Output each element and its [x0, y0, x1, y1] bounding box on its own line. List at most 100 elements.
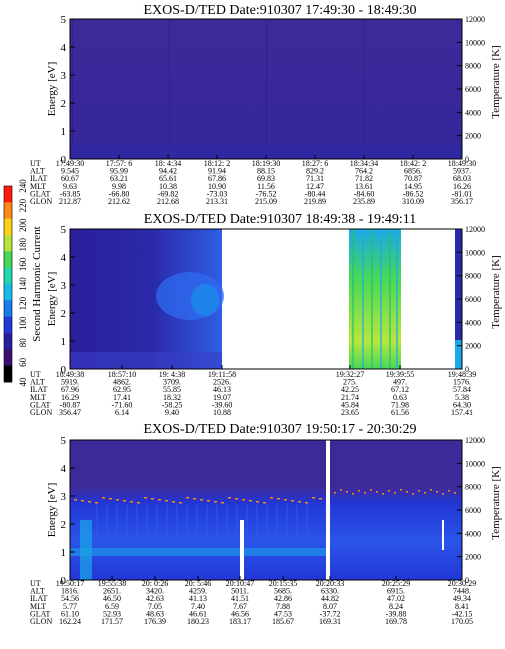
- ephemeris-value: 176.39: [144, 617, 166, 626]
- boundary-dot: [165, 500, 168, 502]
- ephemeris-value: -42.15: [452, 609, 473, 618]
- ephemeris-value: 20:10:47: [226, 579, 254, 588]
- ephemeris-value: 17:57: 6: [106, 159, 132, 168]
- colorbar-swatch: [4, 300, 12, 318]
- ytick-label: 0: [61, 575, 67, 587]
- spectral-streak: [256, 505, 258, 545]
- ephemeris-row-label: MLT: [30, 393, 46, 402]
- boundary-dot: [235, 498, 238, 500]
- boundary-dot: [200, 499, 203, 501]
- boundary-dot: [74, 499, 77, 501]
- ephemeris-value: 71.31: [306, 174, 324, 183]
- spectral-streak: [80, 520, 92, 580]
- ephemeris-value: 2651.: [103, 587, 121, 596]
- ephemeris-value: 23.65: [341, 408, 359, 417]
- ephemeris-value: 18:12: 2: [204, 159, 230, 168]
- ephemeris-value: 157.41: [451, 408, 473, 417]
- panel-2-title: EXOS-D/TED Date:910307 18:49:38 - 19:49:…: [144, 212, 416, 227]
- ytick-label: 0: [61, 364, 67, 376]
- spectral-streak: [186, 505, 188, 545]
- ephemeris-value: 49.34: [453, 594, 471, 603]
- spectral-streak: [106, 505, 108, 545]
- ephemeris-value: -80.44: [305, 189, 326, 198]
- spectral-streak: [396, 229, 398, 369]
- ephemeris-value: -69.82: [158, 189, 179, 198]
- data-gap-line: [442, 520, 444, 550]
- ephemeris-value: 4862.: [113, 378, 131, 387]
- ytick-label: 2: [61, 98, 67, 110]
- ephemeris-value: 219.89: [304, 197, 326, 206]
- boundary-dot: [193, 498, 196, 500]
- panel-2-spectral-data: [70, 229, 462, 369]
- y2tick-label: 10000: [465, 459, 485, 468]
- boundary-dot: [358, 490, 360, 492]
- ytick-label: 2: [61, 519, 67, 531]
- ephemeris-value: 6.59: [105, 602, 119, 611]
- ephemeris-value: 212.87: [59, 197, 81, 206]
- spectral-streak: [455, 340, 462, 369]
- ephemeris-value: 57.84: [453, 385, 471, 394]
- ephemeris-value: 48.63: [146, 609, 164, 618]
- boundary-dot: [352, 493, 354, 495]
- ephemeris-value: 6.14: [115, 408, 129, 417]
- ephemeris-value: 8.24: [389, 602, 403, 611]
- colorbar-swatch: [4, 202, 12, 220]
- boundary-dot: [412, 493, 414, 495]
- colorbar-swatch: [4, 284, 12, 301]
- boundary-dot: [319, 498, 322, 500]
- ephemeris-row-label: GLON: [30, 617, 52, 626]
- ephemeris-value: 12.47: [306, 182, 324, 191]
- ephemeris-value: 9.98: [112, 182, 126, 191]
- y2tick-label: 4000: [465, 318, 481, 327]
- ephemeris-value: 4259.: [189, 587, 207, 596]
- colorbar-tick-label: 180: [18, 238, 28, 252]
- ephemeris-value: 17.41: [113, 393, 131, 402]
- boundary-dot: [270, 497, 273, 499]
- spectral-streak: [380, 229, 382, 369]
- ephemeris-value: 170.05: [451, 617, 473, 626]
- boundary-dot: [116, 499, 119, 501]
- panel-2-axis-ticks: 0 1 2 3 4 5 0 2000 4000 6000 8000 10000 12000: [61, 224, 486, 376]
- ephemeris-value: 11.56: [257, 182, 275, 191]
- ephemeris-value: 64.30: [453, 400, 471, 409]
- boundary-dot: [370, 489, 372, 491]
- boundary-dot: [158, 499, 161, 501]
- panel-2-ylabel: Energy [eV]: [46, 272, 58, 326]
- y2tick-label: 0: [465, 155, 469, 164]
- colorbar-tick-label: 200: [18, 218, 28, 232]
- boundary-dot: [151, 498, 154, 500]
- spectral-streak: [306, 505, 308, 545]
- boundary-dot: [102, 497, 105, 499]
- boundary-dot: [305, 502, 308, 504]
- ephemeris-value: 69.83: [257, 174, 275, 183]
- spectral-streak: [146, 505, 148, 545]
- spectral-streak: [96, 505, 98, 545]
- spectral-streak: [226, 505, 228, 545]
- panel-1-y2label: Temperature [K]: [490, 45, 502, 118]
- spectral-streak: [266, 505, 268, 545]
- y2tick-label: 8000: [465, 62, 481, 71]
- ephemeris-value: 18:34:34: [350, 159, 378, 168]
- boundary-dot: [298, 501, 301, 503]
- ephemeris-value: 8.07: [323, 602, 337, 611]
- ephemeris-value: 764.2: [355, 167, 373, 176]
- spectrogram-panel-1: EXOS-D/TED Date:910307 17:49:30 - 18:49:…: [30, 3, 502, 206]
- boundary-dot: [454, 492, 456, 494]
- ephemeris-value: 18:27: 6: [302, 159, 328, 168]
- ephemeris-value: 310.09: [402, 197, 424, 206]
- colorbar-tick-label: 100: [18, 316, 28, 330]
- ytick-label: 4: [61, 252, 67, 264]
- spectral-streak: [176, 505, 178, 545]
- boundary-dot: [207, 500, 210, 502]
- boundary-dot: [109, 498, 112, 500]
- spectral-streak: [206, 505, 208, 545]
- ytick-label: 2: [61, 308, 67, 320]
- boundary-dot: [376, 491, 378, 493]
- boundary-dot: [81, 500, 84, 502]
- ephemeris-value: 7.88: [276, 602, 290, 611]
- ephemeris-value: 60.67: [61, 174, 79, 183]
- boundary-dot: [418, 490, 420, 492]
- ephemeris-value: 7448.: [453, 587, 471, 596]
- boundary-dot: [340, 489, 342, 491]
